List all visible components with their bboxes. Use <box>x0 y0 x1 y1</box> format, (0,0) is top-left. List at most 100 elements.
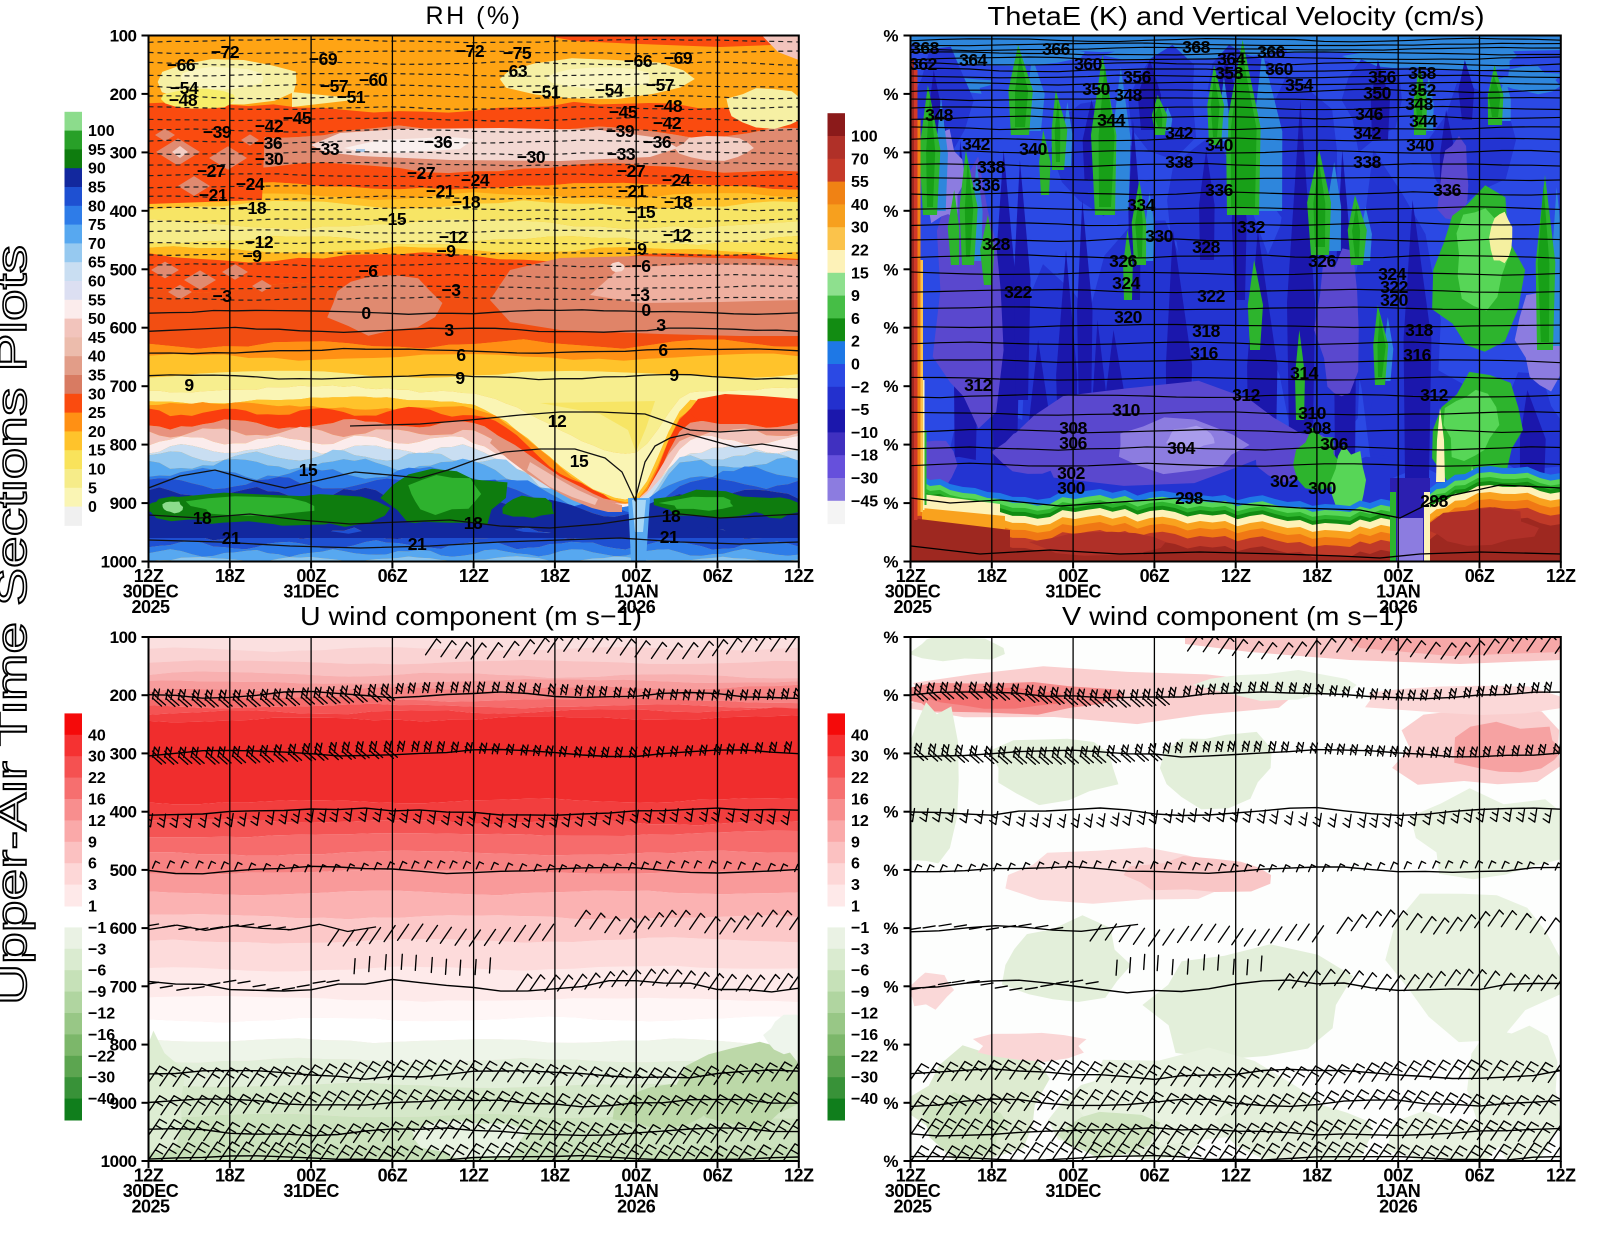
svg-text:900: 900 <box>110 1094 137 1113</box>
svg-text:−48: −48 <box>169 90 198 110</box>
svg-text:304: 304 <box>1167 438 1195 458</box>
svg-text:324: 324 <box>1378 264 1406 284</box>
svg-text:−30: −30 <box>851 471 878 488</box>
svg-text:−2: −2 <box>851 379 869 396</box>
svg-text:40: 40 <box>851 197 869 214</box>
svg-text:5: 5 <box>88 480 97 497</box>
svg-text:Upper-Air Time Sections Plots: Upper-Air Time Sections Plots <box>0 245 36 1005</box>
svg-text:900: 900 <box>110 494 137 513</box>
svg-text:2: 2 <box>851 334 860 351</box>
svg-text:%: % <box>883 1036 898 1055</box>
svg-text:18Z: 18Z <box>977 1166 1007 1186</box>
svg-text:−45: −45 <box>851 493 878 510</box>
svg-text:800: 800 <box>110 436 137 455</box>
svg-text:12Z: 12Z <box>459 1166 489 1186</box>
svg-text:35: 35 <box>88 368 106 385</box>
svg-text:340: 340 <box>1406 135 1434 155</box>
svg-text:00Z: 00Z <box>296 566 326 586</box>
svg-text:−12: −12 <box>851 1006 878 1023</box>
svg-text:364: 364 <box>1217 49 1245 69</box>
svg-text:06Z: 06Z <box>378 1166 408 1186</box>
svg-text:90: 90 <box>88 161 106 178</box>
svg-text:700: 700 <box>110 977 137 996</box>
svg-text:100: 100 <box>110 628 137 647</box>
svg-text:−12: −12 <box>663 225 692 245</box>
svg-text:%: % <box>883 628 898 647</box>
svg-text:%: % <box>883 744 898 763</box>
svg-text:318: 318 <box>1405 320 1433 340</box>
svg-text:330: 330 <box>1145 226 1173 246</box>
svg-text:55: 55 <box>88 292 106 309</box>
svg-text:−18: −18 <box>664 192 693 212</box>
svg-text:2026: 2026 <box>617 597 656 617</box>
svg-text:−36: −36 <box>643 132 672 152</box>
svg-text:%: % <box>883 803 898 822</box>
svg-text:%: % <box>883 85 898 104</box>
svg-text:%: % <box>883 260 898 279</box>
svg-text:9: 9 <box>455 368 465 388</box>
svg-text:25: 25 <box>88 405 106 422</box>
svg-text:700: 700 <box>110 377 137 396</box>
svg-text:328: 328 <box>1192 237 1220 257</box>
svg-text:%: % <box>883 686 898 705</box>
svg-text:3: 3 <box>851 877 860 894</box>
svg-text:−66: −66 <box>167 55 196 75</box>
svg-text:350: 350 <box>1363 83 1391 103</box>
svg-text:350: 350 <box>1082 79 1110 99</box>
svg-text:−21: −21 <box>618 181 647 201</box>
svg-text:30: 30 <box>851 220 869 237</box>
svg-text:298: 298 <box>1420 491 1448 511</box>
svg-text:1000: 1000 <box>101 1152 137 1171</box>
svg-text:−40: −40 <box>851 1091 878 1108</box>
svg-text:−57: −57 <box>646 75 674 95</box>
svg-text:318: 318 <box>1192 321 1220 341</box>
svg-text:−54: −54 <box>595 80 624 100</box>
svg-text:−6: −6 <box>359 261 379 281</box>
svg-text:360: 360 <box>1265 59 1293 79</box>
svg-text:352: 352 <box>1408 80 1436 100</box>
svg-text:1: 1 <box>88 899 97 916</box>
svg-text:06Z: 06Z <box>1465 1166 1495 1186</box>
svg-text:368: 368 <box>1182 37 1210 57</box>
svg-text:302: 302 <box>1270 471 1298 491</box>
svg-text:−30: −30 <box>88 1070 115 1087</box>
svg-text:10: 10 <box>88 462 106 479</box>
svg-text:1JAN: 1JAN <box>614 1181 658 1201</box>
svg-text:3: 3 <box>88 877 97 894</box>
svg-text:336: 336 <box>1205 180 1233 200</box>
svg-text:348: 348 <box>925 105 953 125</box>
svg-text:6: 6 <box>851 856 860 873</box>
svg-text:−3: −3 <box>213 286 233 306</box>
svg-text:−48: −48 <box>654 96 683 116</box>
svg-text:−9: −9 <box>88 984 106 1001</box>
svg-text:−63: −63 <box>499 61 528 81</box>
svg-text:−9: −9 <box>851 984 869 1001</box>
svg-text:1: 1 <box>851 899 860 916</box>
svg-text:326: 326 <box>1308 251 1336 271</box>
svg-text:348: 348 <box>1114 85 1142 105</box>
svg-text:−54: −54 <box>170 78 199 98</box>
svg-text:342: 342 <box>1353 123 1381 143</box>
svg-text:328: 328 <box>982 234 1010 254</box>
svg-text:15: 15 <box>88 443 106 460</box>
svg-text:15: 15 <box>299 460 318 480</box>
svg-text:354: 354 <box>1285 75 1313 95</box>
svg-text:12Z: 12Z <box>1221 566 1251 586</box>
svg-text:16: 16 <box>851 792 869 809</box>
svg-text:−12: −12 <box>245 232 274 252</box>
svg-text:12Z: 12Z <box>784 1166 814 1186</box>
svg-text:362: 362 <box>909 54 937 74</box>
svg-text:500: 500 <box>110 861 137 880</box>
svg-text:%: % <box>883 143 898 162</box>
svg-text:−69: −69 <box>309 49 338 69</box>
svg-text:312: 312 <box>964 375 992 395</box>
svg-text:−6: −6 <box>851 963 869 980</box>
svg-text:12Z: 12Z <box>1546 566 1576 586</box>
svg-text:500: 500 <box>110 260 137 279</box>
svg-text:−57: −57 <box>320 76 348 96</box>
svg-text:−3: −3 <box>442 280 462 300</box>
svg-text:16: 16 <box>88 792 106 809</box>
svg-text:%: % <box>883 553 898 572</box>
svg-text:300: 300 <box>1308 478 1336 498</box>
svg-text:322: 322 <box>1380 277 1408 297</box>
